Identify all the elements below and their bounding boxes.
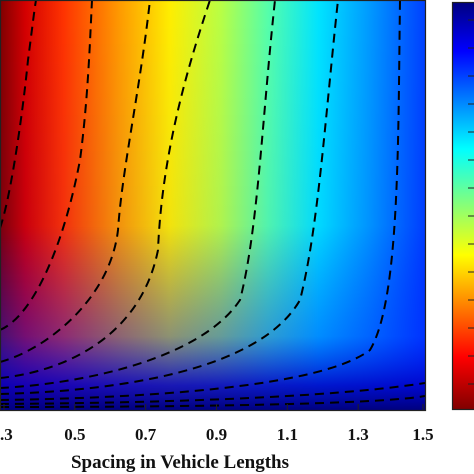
colorbar-gradient — [452, 2, 474, 410]
contour-line — [0, 395, 425, 408]
contour-line — [0, 0, 211, 379]
x-tick-label: 0.7 — [135, 425, 157, 444]
x-tick-label: 1.3 — [348, 425, 369, 444]
x-tick-label: 0.5 — [64, 425, 85, 444]
contour-line — [0, 0, 276, 389]
colorbar — [451, 1, 474, 411]
contour-line — [0, 382, 425, 405]
plot-area — [0, 0, 427, 412]
contour-line — [0, 0, 93, 331]
x-tick-label: 1.5 — [412, 425, 433, 444]
colorbar-ticks — [468, 19, 474, 385]
heatmap-bottom-shade — [0, 0, 425, 410]
contour-lines — [0, 0, 425, 408]
colorbar-frame — [451, 1, 474, 411]
contour-line — [0, 0, 151, 363]
contour-line — [0, 0, 339, 395]
x-axis: .3 0.5 0.7 0.9 1.1 1.3 1.5 — [0, 404, 434, 444]
contour-line — [0, 0, 37, 229]
x-tick-label: 0.9 — [206, 425, 227, 444]
plot-frame — [0, 0, 427, 412]
x-axis-title: Spacing in Vehicle Lengths — [71, 452, 289, 473]
x-tick-label: 1.1 — [277, 425, 298, 444]
x-tick-label: .3 — [0, 425, 13, 444]
contour-line — [0, 0, 401, 401]
